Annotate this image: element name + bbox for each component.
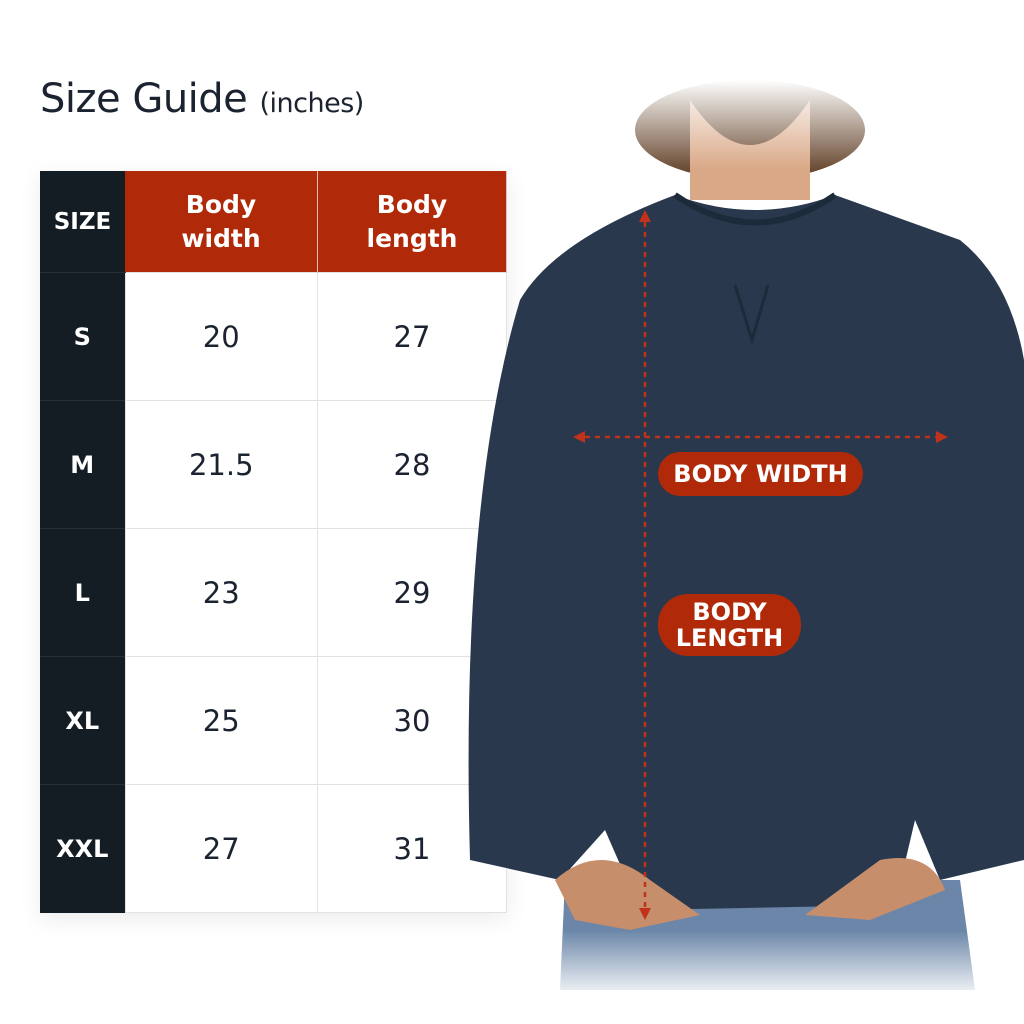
header-body-width: Body width: [125, 171, 318, 273]
header-body-width-text: Body width: [181, 189, 261, 253]
table-row: S 20 27: [40, 272, 507, 401]
sweatshirt: [468, 192, 1024, 910]
body-width-label: BODY WIDTH: [658, 452, 863, 496]
table-row: XL 25 30: [40, 656, 507, 785]
size-cell: M: [40, 400, 125, 529]
width-cell: 23: [124, 528, 318, 657]
width-cell: 27: [124, 784, 318, 913]
length-cell: 28: [317, 400, 507, 529]
size-cell: XL: [40, 656, 125, 785]
size-cell: L: [40, 528, 125, 657]
body-length-label-text: BODY LENGTH: [675, 598, 784, 652]
width-cell: 25: [124, 656, 318, 785]
width-cell: 21.5: [124, 400, 318, 529]
size-cell: XXL: [40, 784, 125, 913]
title-text: Size Guide: [40, 76, 248, 122]
size-cell: S: [40, 272, 125, 401]
table-row: M 21.5 28: [40, 400, 507, 529]
arrow-head-right: [936, 431, 948, 443]
length-cell: 31: [317, 784, 507, 913]
table-header-row: SIZE Body width Body length: [40, 171, 507, 273]
arrow-head-up: [639, 210, 651, 222]
hands: [555, 858, 945, 930]
length-cell: 27: [317, 272, 507, 401]
table-row: XXL 27 31: [40, 784, 507, 913]
header-body-length: Body length: [317, 171, 507, 273]
header-size: SIZE: [40, 171, 125, 273]
page-title: Size Guide (inches): [40, 76, 364, 122]
title-unit: (inches): [259, 88, 365, 119]
arrow-head-left: [573, 431, 585, 443]
header-body-length-text: Body length: [366, 189, 458, 253]
width-cell: 20: [124, 272, 318, 401]
body-length-label: BODY LENGTH: [658, 594, 801, 656]
arrow-head-down: [639, 908, 651, 920]
